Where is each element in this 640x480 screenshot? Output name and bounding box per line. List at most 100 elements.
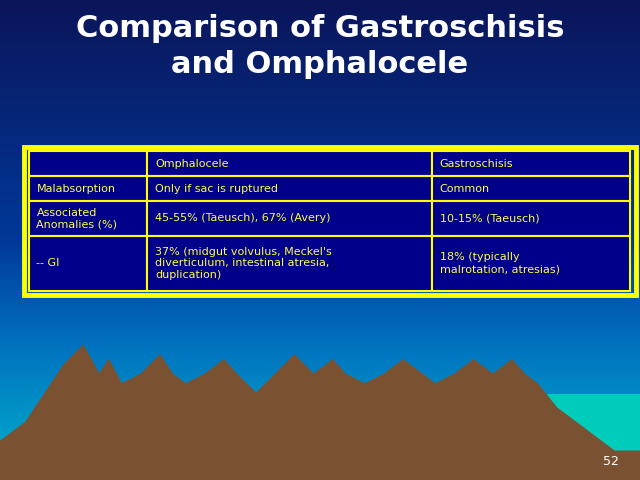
Bar <box>0 430 640 432</box>
Bar <box>0 132 640 134</box>
FancyBboxPatch shape <box>29 201 147 236</box>
Text: 37% (midgut volvulus, Meckel's
diverticulum, intestinal atresia,
duplication): 37% (midgut volvulus, Meckel's diverticu… <box>155 247 332 280</box>
Bar <box>0 302 640 305</box>
Bar <box>0 259 640 262</box>
Bar <box>0 358 640 360</box>
Bar <box>0 283 640 286</box>
Bar <box>0 170 640 173</box>
Bar <box>0 324 640 326</box>
Bar <box>0 336 640 338</box>
Bar <box>499 394 640 480</box>
Bar <box>0 307 640 310</box>
Bar <box>0 36 640 38</box>
Bar <box>0 446 640 449</box>
Bar <box>0 91 640 94</box>
Bar <box>0 346 640 348</box>
Bar <box>0 120 640 122</box>
Bar <box>0 466 640 468</box>
Bar <box>0 218 640 221</box>
Text: Omphalocele: Omphalocele <box>155 159 228 168</box>
Text: 10-15% (Taeusch): 10-15% (Taeusch) <box>440 214 540 223</box>
Bar <box>0 314 640 317</box>
Bar <box>0 149 640 151</box>
FancyBboxPatch shape <box>432 236 630 291</box>
Bar <box>0 473 640 475</box>
Bar <box>0 214 640 216</box>
Bar <box>0 365 640 367</box>
Bar <box>0 458 640 461</box>
Bar <box>0 468 640 470</box>
Bar <box>0 362 640 365</box>
Bar <box>0 389 640 391</box>
Bar <box>0 209 640 211</box>
Bar <box>0 67 640 70</box>
Bar <box>0 96 640 98</box>
Bar <box>0 14 640 17</box>
Text: 45-55% (Taeusch), 67% (Avery): 45-55% (Taeusch), 67% (Avery) <box>155 214 330 223</box>
Bar <box>0 420 640 422</box>
Text: Common: Common <box>440 184 490 193</box>
Bar <box>0 245 640 247</box>
Bar <box>0 331 640 334</box>
Bar <box>0 122 640 125</box>
Bar <box>0 19 640 22</box>
Bar <box>0 394 640 396</box>
Bar <box>0 113 640 115</box>
Bar <box>0 413 640 415</box>
Bar <box>0 65 640 67</box>
Bar <box>0 242 640 245</box>
Bar <box>0 408 640 410</box>
Bar <box>0 98 640 101</box>
Bar <box>0 161 640 163</box>
Text: 52: 52 <box>604 455 619 468</box>
Bar <box>0 115 640 118</box>
Bar <box>0 276 640 278</box>
Bar <box>0 449 640 451</box>
Bar <box>0 216 640 218</box>
Bar <box>0 82 640 84</box>
Bar <box>0 427 640 430</box>
Bar <box>0 269 640 271</box>
Text: Only if sac is ruptured: Only if sac is ruptured <box>155 184 278 193</box>
Bar <box>0 240 640 242</box>
Bar <box>0 293 640 295</box>
Bar <box>0 418 640 420</box>
Bar <box>0 185 640 187</box>
Bar <box>0 41 640 43</box>
Bar <box>0 163 640 166</box>
Bar <box>0 26 640 29</box>
Bar <box>0 310 640 312</box>
Bar <box>0 180 640 182</box>
Bar <box>0 442 640 444</box>
Bar <box>0 230 640 233</box>
Bar <box>0 211 640 214</box>
Bar <box>0 50 640 53</box>
Bar <box>0 79 640 82</box>
Bar <box>0 127 640 130</box>
Bar <box>0 456 640 458</box>
FancyBboxPatch shape <box>147 236 432 291</box>
Bar <box>0 326 640 329</box>
Bar <box>0 233 640 235</box>
Bar <box>0 329 640 331</box>
Bar <box>0 86 640 89</box>
Bar <box>0 29 640 31</box>
Text: 18% (typically
malrotation, atresias): 18% (typically malrotation, atresias) <box>440 252 560 274</box>
Bar <box>0 360 640 362</box>
Bar <box>0 478 640 480</box>
Bar <box>0 106 640 108</box>
Bar <box>0 182 640 185</box>
Bar <box>0 317 640 319</box>
Bar <box>0 334 640 336</box>
Bar <box>0 110 640 113</box>
Bar <box>0 422 640 425</box>
Bar <box>0 398 640 401</box>
Bar <box>0 108 640 110</box>
Bar <box>0 154 640 156</box>
Bar <box>0 12 640 14</box>
Text: -- GI: -- GI <box>36 258 60 268</box>
Bar <box>0 322 640 324</box>
Text: Malabsorption: Malabsorption <box>36 184 115 193</box>
Bar <box>0 151 640 154</box>
FancyBboxPatch shape <box>29 176 147 201</box>
